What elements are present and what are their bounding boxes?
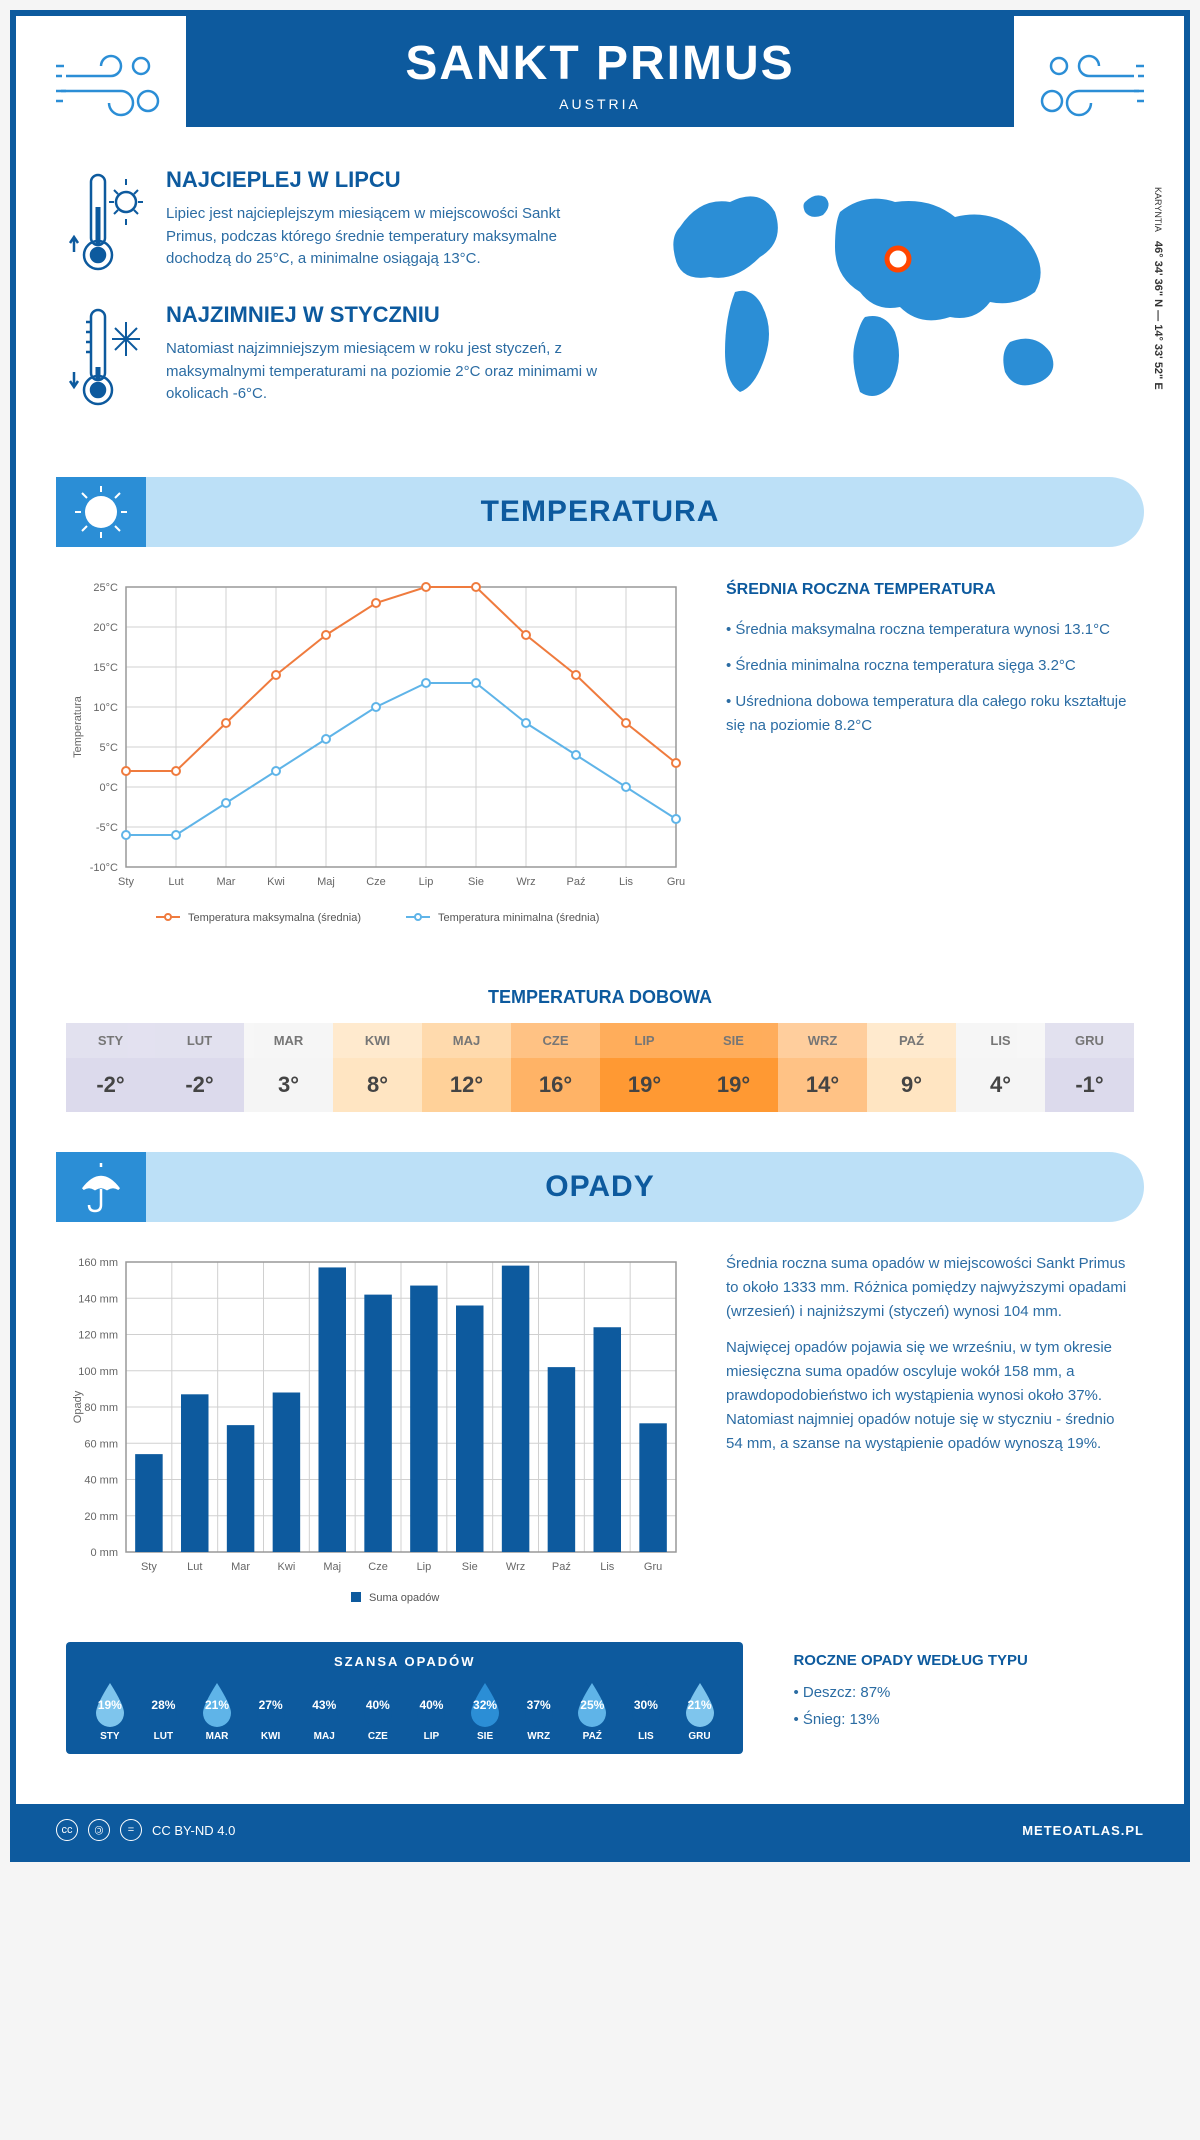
- thermometer-hot-icon: [66, 167, 146, 277]
- nd-icon: =: [120, 1819, 142, 1841]
- svg-text:Lis: Lis: [619, 876, 634, 888]
- wind-decoration-left: [56, 46, 166, 126]
- svg-text:Paź: Paź: [552, 1561, 571, 1573]
- svg-text:15°C: 15°C: [93, 662, 118, 674]
- svg-text:60 mm: 60 mm: [84, 1438, 118, 1450]
- location-title: SANKT PRIMUS: [186, 36, 1014, 91]
- page-header: SANKT PRIMUS AUSTRIA: [186, 16, 1014, 127]
- svg-text:Lip: Lip: [417, 1561, 432, 1573]
- svg-text:Maj: Maj: [323, 1561, 341, 1573]
- rain-chance-panel: SZANSA OPADÓW 19%STY28%LUT21%MAR27%KWI43…: [66, 1642, 743, 1754]
- svg-text:5°C: 5°C: [100, 742, 119, 754]
- svg-text:Temperatura maksymalna (średni: Temperatura maksymalna (średnia): [188, 912, 361, 924]
- temp-stats-title: ŚREDNIA ROCZNA TEMPERATURA: [726, 577, 1134, 603]
- coordinates: KARYNTIA 46° 34' 36" N — 14° 33' 52" E: [1152, 187, 1164, 390]
- site-name: METEOATLAS.PL: [1022, 1823, 1144, 1838]
- svg-text:Lut: Lut: [168, 876, 183, 888]
- svg-text:Cze: Cze: [368, 1561, 388, 1573]
- daily-temp-table: STY-2°LUT-2°MAR3°KWI8°MAJ12°CZE16°LIP19°…: [66, 1023, 1134, 1112]
- thermometer-cold-icon: [66, 302, 146, 412]
- svg-text:Lut: Lut: [187, 1561, 202, 1573]
- temp-stat-item: • Uśredniona dobowa temperatura dla całe…: [726, 690, 1134, 738]
- temp-stat-item: • Średnia maksymalna roczna temperatura …: [726, 618, 1134, 642]
- license-text: CC BY-ND 4.0: [152, 1823, 235, 1838]
- umbrella-icon: [56, 1152, 146, 1222]
- svg-text:Temperatura: Temperatura: [72, 695, 84, 758]
- rain-type-item: • Śnieg: 13%: [793, 1706, 1134, 1733]
- svg-text:20°C: 20°C: [93, 622, 118, 634]
- svg-text:120 mm: 120 mm: [78, 1330, 118, 1342]
- svg-text:Wrz: Wrz: [506, 1561, 525, 1573]
- svg-text:Sty: Sty: [118, 876, 134, 888]
- svg-text:Suma opadów: Suma opadów: [369, 1592, 439, 1604]
- svg-text:Mar: Mar: [231, 1561, 250, 1573]
- svg-text:-10°C: -10°C: [90, 862, 118, 874]
- daily-temp-title: TEMPERATURA DOBOWA: [16, 987, 1184, 1008]
- page-footer: cc 🄯 = CC BY-ND 4.0 METEOATLAS.PL: [16, 1804, 1184, 1856]
- svg-text:25°C: 25°C: [93, 582, 118, 594]
- location-country: AUSTRIA: [186, 96, 1014, 112]
- svg-text:40 mm: 40 mm: [84, 1475, 118, 1487]
- svg-text:20 mm: 20 mm: [84, 1511, 118, 1523]
- svg-text:Kwi: Kwi: [267, 876, 285, 888]
- svg-text:10°C: 10°C: [93, 702, 118, 714]
- svg-text:140 mm: 140 mm: [78, 1293, 118, 1305]
- svg-text:Maj: Maj: [317, 876, 335, 888]
- cc-icon: cc: [56, 1819, 78, 1841]
- svg-text:0 mm: 0 mm: [91, 1547, 119, 1559]
- svg-text:160 mm: 160 mm: [78, 1257, 118, 1269]
- warmest-title: NAJCIEPLEJ W LIPCU: [166, 167, 600, 193]
- svg-text:Gru: Gru: [644, 1561, 662, 1573]
- svg-text:Paź: Paź: [567, 876, 586, 888]
- svg-text:Temperatura minimalna (średnia: Temperatura minimalna (średnia): [438, 912, 599, 924]
- svg-text:Gru: Gru: [667, 876, 685, 888]
- warmest-text: Lipiec jest najcieplejszym miesiącem w m…: [166, 203, 600, 271]
- svg-text:-5°C: -5°C: [96, 822, 118, 834]
- svg-text:Opady: Opady: [72, 1390, 84, 1423]
- warmest-block: NAJCIEPLEJ W LIPCU Lipiec jest najcieple…: [66, 167, 600, 277]
- sun-icon: [56, 477, 146, 547]
- svg-text:Wrz: Wrz: [516, 876, 535, 888]
- svg-text:0°C: 0°C: [100, 782, 119, 794]
- temp-stat-item: • Średnia minimalna roczna temperatura s…: [726, 654, 1134, 678]
- svg-text:Mar: Mar: [217, 876, 236, 888]
- coldest-block: NAJZIMNIEJ W STYCZNIU Natomiast najzimni…: [66, 302, 600, 412]
- rain-type-title: ROCZNE OPADY WEDŁUG TYPU: [793, 1652, 1134, 1669]
- svg-text:Sie: Sie: [468, 876, 484, 888]
- precipitation-section-header: OPADY: [56, 1152, 1144, 1222]
- svg-text:Cze: Cze: [366, 876, 386, 888]
- temperature-line-chart: -10°C -5°C 0°C 5°C 10°C 15°C 20°C 25°C Sty Lut Mar…: [66, 577, 686, 937]
- world-map: [640, 167, 1134, 427]
- svg-text:Sty: Sty: [141, 1561, 157, 1573]
- temperature-section-header: TEMPERATURA: [56, 477, 1144, 547]
- svg-text:Lip: Lip: [419, 876, 434, 888]
- precipitation-bar-chart: 0 mm 20 mm 40 mm 60 mm 80 mm 100 mm 120 mm 140 …: [66, 1252, 686, 1612]
- svg-text:Lis: Lis: [600, 1561, 615, 1573]
- svg-text:Sie: Sie: [462, 1561, 478, 1573]
- rain-type-item: • Deszcz: 87%: [793, 1679, 1134, 1706]
- svg-text:Kwi: Kwi: [278, 1561, 296, 1573]
- svg-text:100 mm: 100 mm: [78, 1366, 118, 1378]
- by-icon: 🄯: [88, 1819, 110, 1841]
- svg-text:80 mm: 80 mm: [84, 1402, 118, 1414]
- wind-decoration-right: [1034, 46, 1144, 126]
- rain-text-2: Najwięcej opadów pojawia się we wrześniu…: [726, 1336, 1134, 1456]
- coldest-title: NAJZIMNIEJ W STYCZNIU: [166, 302, 600, 328]
- rain-text-1: Średnia roczna suma opadów w miejscowośc…: [726, 1252, 1134, 1324]
- coldest-text: Natomiast najzimniejszym miesiącem w rok…: [166, 338, 600, 406]
